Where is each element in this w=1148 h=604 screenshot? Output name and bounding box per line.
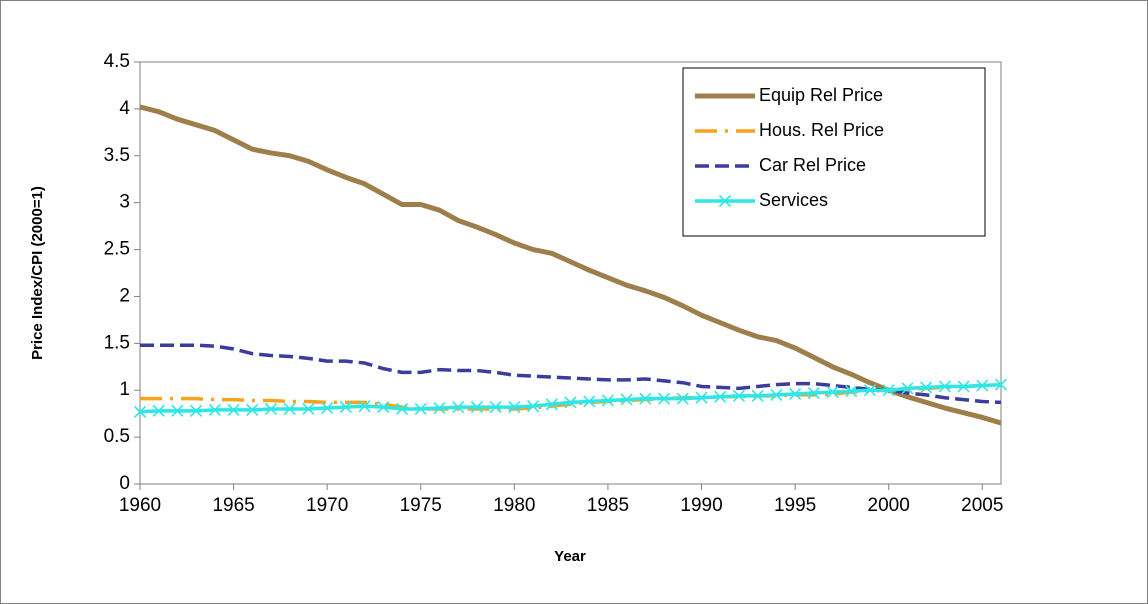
marker bbox=[395, 402, 409, 416]
y-tick-label: 3 bbox=[119, 192, 130, 213]
x-tick-label: 2005 bbox=[961, 495, 1003, 516]
marker bbox=[246, 403, 259, 416]
marker bbox=[339, 401, 352, 414]
x-axis-title: Year bbox=[554, 548, 586, 565]
marker bbox=[863, 384, 877, 397]
x-tick-label: 1970 bbox=[306, 495, 348, 516]
x-tick-label: 1975 bbox=[400, 495, 442, 516]
marker bbox=[751, 389, 764, 402]
y-tick-label: 4.5 bbox=[104, 51, 130, 72]
series-line bbox=[139, 104, 1002, 426]
marker bbox=[152, 404, 165, 417]
marker bbox=[994, 378, 1008, 391]
marker bbox=[526, 400, 540, 413]
x-tick-label: 1990 bbox=[680, 495, 722, 516]
marker bbox=[545, 398, 558, 411]
marker bbox=[770, 388, 783, 401]
marker bbox=[321, 401, 334, 415]
marker bbox=[470, 401, 483, 414]
y-tick-label: 1 bbox=[119, 379, 130, 400]
y-tick-label: 0.5 bbox=[104, 426, 130, 447]
x-tick-label: 1960 bbox=[119, 495, 161, 516]
y-tick-label: 2.5 bbox=[104, 239, 130, 260]
y-tick-label: 0 bbox=[119, 473, 130, 494]
y-tick-label: 4 bbox=[119, 98, 130, 119]
marker bbox=[658, 392, 671, 405]
marker bbox=[807, 386, 820, 400]
marker bbox=[377, 401, 390, 414]
marker bbox=[957, 380, 970, 393]
marker bbox=[601, 394, 615, 407]
marker bbox=[171, 404, 184, 417]
marker bbox=[508, 401, 521, 414]
marker bbox=[583, 395, 596, 408]
marker bbox=[976, 379, 989, 392]
marker bbox=[732, 389, 746, 402]
legend-label: Equip Rel Price bbox=[759, 85, 883, 105]
marker bbox=[789, 387, 802, 401]
marker bbox=[358, 400, 371, 413]
marker bbox=[489, 401, 502, 414]
y-axis-title: Price Index/CPI (2000=1) bbox=[29, 186, 46, 360]
marker bbox=[190, 404, 203, 417]
marker bbox=[620, 393, 633, 406]
x-tick-label: 1985 bbox=[587, 495, 629, 516]
marker bbox=[302, 402, 315, 416]
legend-label: Services bbox=[759, 190, 828, 210]
y-tick-label: 3.5 bbox=[104, 145, 130, 166]
marker bbox=[564, 396, 577, 409]
x-tick-label: 1965 bbox=[212, 495, 254, 516]
marker bbox=[718, 194, 732, 208]
x-tick-label: 2000 bbox=[868, 495, 910, 516]
marker bbox=[283, 402, 296, 416]
marker bbox=[901, 382, 914, 395]
legend-label: Hous. Rel Price bbox=[759, 120, 884, 140]
marker bbox=[714, 390, 727, 403]
marker bbox=[882, 384, 895, 397]
marker bbox=[845, 385, 858, 398]
marker bbox=[695, 391, 708, 404]
marker bbox=[208, 403, 221, 416]
marker bbox=[264, 402, 278, 416]
x-tick-label: 1980 bbox=[493, 495, 535, 516]
marker bbox=[920, 381, 933, 394]
marker bbox=[433, 401, 446, 415]
y-tick-label: 2 bbox=[119, 285, 130, 306]
marker bbox=[227, 403, 240, 416]
marker bbox=[938, 380, 951, 393]
y-tick-label: 1.5 bbox=[104, 332, 130, 353]
series-line bbox=[140, 343, 1002, 405]
marker bbox=[133, 405, 147, 418]
marker bbox=[676, 392, 689, 405]
legend-label: Car Rel Price bbox=[759, 155, 866, 175]
x-tick-label: 1995 bbox=[774, 495, 816, 516]
marker bbox=[639, 392, 652, 405]
marker bbox=[826, 386, 839, 399]
marker bbox=[414, 402, 427, 416]
marker bbox=[452, 401, 465, 414]
